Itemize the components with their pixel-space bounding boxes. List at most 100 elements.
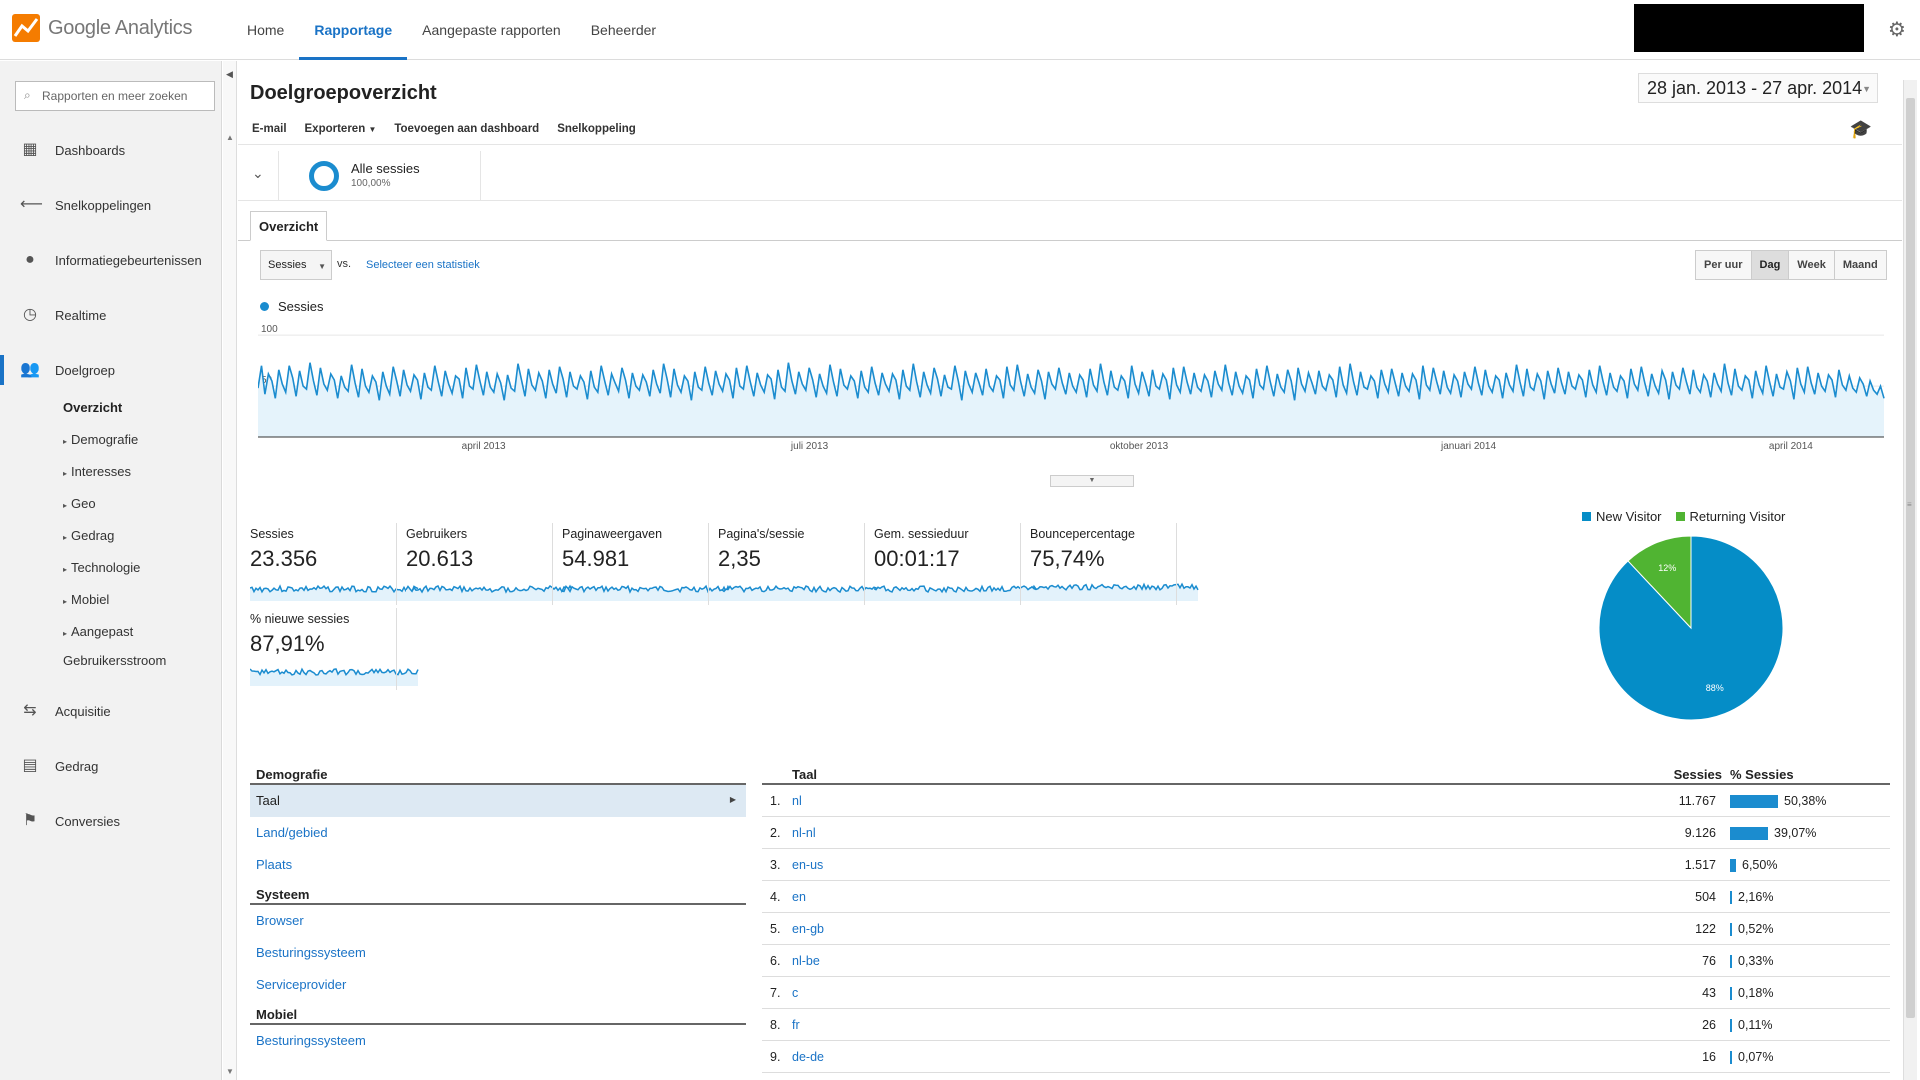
segment-name[interactable]: Alle sessies — [351, 161, 420, 176]
subitem-gebruikersstroom[interactable]: Gebruikersstroom — [63, 653, 167, 668]
tab-home[interactable]: Home — [247, 22, 285, 38]
language-link[interactable]: fr — [792, 1018, 800, 1032]
sidebar-item-acquisitie[interactable]: ⇆ Acquisitie — [0, 696, 222, 726]
subitem-geo[interactable]: ▸ Geo — [63, 496, 96, 511]
sidebar-item-realtime[interactable]: ◷ Realtime — [0, 300, 222, 330]
language-link[interactable]: c — [792, 986, 799, 1000]
metric-select[interactable]: Sessies ▼ — [260, 250, 332, 280]
granularity-dag[interactable]: Dag — [1751, 251, 1790, 279]
scorecard[interactable]: Sessies 23.356 — [250, 527, 428, 609]
tab-overzicht[interactable]: Overzicht — [250, 211, 328, 241]
visitor-pie-chart[interactable]: 88% 12% — [1598, 535, 1784, 721]
language-link[interactable]: en — [792, 890, 806, 904]
table-row[interactable]: 9. de-de 16 0,07% — [762, 1041, 1890, 1073]
tab-aangepaste-rapporten[interactable]: Aangepaste rapporten — [422, 22, 561, 38]
subitem-demografie[interactable]: ▸ Demografie — [63, 432, 138, 447]
export-button[interactable]: Exporteren ▼ — [305, 123, 377, 135]
scorecard-label: Paginaweergaven — [562, 527, 663, 541]
subitem-label: Interesses — [71, 464, 131, 479]
dimension-browser[interactable]: Browser — [256, 913, 304, 928]
sparkline — [1030, 582, 1199, 601]
scorecard[interactable]: Bouncepercentage 75,74% — [1030, 527, 1208, 609]
subitem-technologie[interactable]: ▸ Technologie — [63, 560, 140, 575]
dimension-mobiel-besturingssysteem[interactable]: Besturingssysteem — [256, 1033, 366, 1048]
shortcut-button[interactable]: Snelkoppeling — [557, 122, 636, 135]
dimension-besturingssysteem[interactable]: Besturingssysteem — [256, 945, 366, 960]
collapse-arrow-icon[interactable]: ◀ — [226, 69, 233, 79]
scorecard[interactable]: Pagina's/sessie 2,35 — [718, 527, 896, 609]
subitem-label: Mobiel — [71, 592, 110, 607]
expand-arrow-icon: ▸ — [63, 597, 68, 606]
tab-rapportage[interactable]: Rapportage — [299, 0, 408, 60]
dimension-plaats[interactable]: Plaats — [256, 857, 293, 872]
scroll-up-icon[interactable]: ▲ — [226, 133, 234, 142]
subitem-aangepast[interactable]: ▸ Aangepast — [63, 624, 133, 639]
graduation-cap-icon[interactable]: 🎓 — [1849, 119, 1872, 139]
add-to-dashboard-button[interactable]: Toevoegen aan dashboard — [394, 122, 540, 135]
table-row[interactable]: 6. nl-be 76 0,33% — [762, 945, 1890, 977]
sidebar-item-doelgroep[interactable]: 👥 Doelgroep — [0, 355, 222, 385]
scorecard[interactable]: % nieuwe sessies 87,91% — [250, 612, 428, 694]
chevron-down-icon[interactable]: ⌄ — [252, 165, 264, 181]
sidebar-item-label: Conversies — [55, 813, 121, 829]
subitem-mobiel[interactable]: ▸ Mobiel — [63, 592, 109, 607]
email-button[interactable]: E-mail — [252, 122, 287, 135]
sidebar-item-conversies[interactable]: ⚑ Conversies — [0, 806, 222, 836]
action-bar: E-mail Exporteren ▼ Toevoegen aan dashbo… — [238, 113, 1902, 145]
column-header-pct-sessies[interactable]: % Sessies — [1730, 767, 1794, 782]
scorecard[interactable]: Gebruikers 20.613 — [406, 527, 584, 609]
dimension-land-gebied[interactable]: Land/gebied — [256, 825, 328, 840]
search-input[interactable]: ⌕ Rapporten en meer zoeken — [15, 81, 215, 111]
dimension-taal[interactable]: Taal ▶ — [250, 785, 746, 817]
table-row[interactable]: 3. en-us 1.517 6,50% — [762, 849, 1890, 881]
granularity-week[interactable]: Week — [1789, 251, 1835, 279]
subitem-gedrag[interactable]: ▸ Gedrag — [63, 528, 114, 543]
select-stat-link[interactable]: Selecteer een statistiek — [366, 259, 480, 271]
language-link[interactable]: de-de — [792, 1050, 824, 1064]
sidebar-item-snelkoppelingen[interactable]: ⟵ Snelkoppelingen — [0, 190, 222, 220]
subitem-interesses[interactable]: ▸ Interesses — [63, 464, 131, 479]
table-row[interactable]: 1. nl 11.767 50,38% — [762, 785, 1890, 817]
table-row[interactable]: 8. fr 26 0,11% — [762, 1009, 1890, 1041]
language-link[interactable]: nl-nl — [792, 826, 816, 840]
table-row[interactable]: 2. nl-nl 9.126 39,07% — [762, 817, 1890, 849]
language-link[interactable]: nl-be — [792, 954, 820, 968]
date-range-picker[interactable]: 28 jan. 2013 - 27 apr. 2014 ▼ — [1638, 73, 1878, 103]
column-header-taal[interactable]: Taal — [792, 767, 818, 782]
language-link[interactable]: en-gb — [792, 922, 824, 936]
page-scrollbar[interactable]: ≡ — [1903, 80, 1917, 1080]
scorecard[interactable]: Gem. sessieduur 00:01:17 — [874, 527, 1052, 609]
sidebar-collapse-bar[interactable]: ◀ ▲ ▼ — [223, 61, 237, 1080]
language-link[interactable]: en-us — [792, 858, 824, 872]
sidebar-item-dashboards[interactable]: ▦ Dashboards — [0, 135, 222, 165]
chart-resize-handle[interactable]: ▼ — [1050, 475, 1134, 487]
sidebar-item-label: Informatiegebeurtenissen — [55, 252, 202, 268]
sparkline-area — [250, 669, 418, 686]
account-selector[interactable] — [1634, 4, 1864, 52]
pct-bar — [1730, 859, 1736, 872]
scrollbar-thumb[interactable] — [1906, 98, 1915, 1018]
pct-bar — [1730, 891, 1732, 904]
row-number: 5. — [770, 922, 781, 936]
scorecard-label: Gem. sessieduur — [874, 527, 969, 541]
table-row[interactable]: 5. en-gb 122 0,52% — [762, 913, 1890, 945]
granularity-maand[interactable]: Maand — [1834, 251, 1886, 279]
table-row[interactable]: 4. en 504 2,16% — [762, 881, 1890, 913]
scorecard[interactable]: Paginaweergaven 54.981 — [562, 527, 740, 609]
scroll-down-icon[interactable]: ▼ — [226, 1067, 234, 1076]
google-analytics-logo[interactable]: Google Analytics — [12, 14, 192, 42]
column-header-sessies[interactable]: Sessies — [1673, 767, 1722, 782]
gear-icon[interactable]: ⚙ — [1888, 19, 1906, 41]
dimension-serviceprovider[interactable]: Serviceprovider — [256, 977, 347, 992]
scorecard-label: Pagina's/sessie — [718, 527, 805, 541]
pct-value: 50,38% — [1784, 794, 1827, 808]
granularity-per-uur[interactable]: Per uur — [1696, 251, 1752, 279]
sidebar-item-gedrag[interactable]: ▤ Gedrag — [0, 751, 222, 781]
language-link[interactable]: nl — [792, 794, 802, 808]
table-row[interactable]: 7. c 43 0,18% — [762, 977, 1890, 1009]
tab-beheerder[interactable]: Beheerder — [590, 22, 657, 38]
sidebar-item-informatiegebeurtenissen[interactable]: ● Informatiegebeurtenissen — [0, 245, 222, 275]
subitem-overzicht[interactable]: Overzicht — [63, 400, 123, 415]
scorecard-label: Gebruikers — [406, 527, 468, 541]
